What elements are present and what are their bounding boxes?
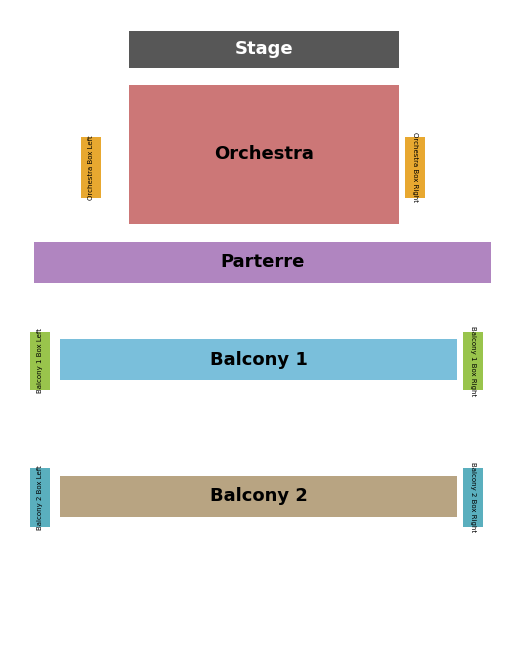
Text: Balcony 2 Box Right: Balcony 2 Box Right [470, 462, 476, 532]
Bar [129, 31, 399, 68]
Text: Orchestra Box Right: Orchestra Box Right [412, 133, 418, 202]
Bar [463, 332, 483, 390]
Text: Balcony 1 Box Left: Balcony 1 Box Left [37, 328, 44, 393]
Text: Orchestra: Orchestra [214, 146, 314, 163]
Text: Balcony 1: Balcony 1 [209, 351, 308, 369]
Text: Balcony 2 Box Left: Balcony 2 Box Left [37, 465, 44, 530]
Bar [81, 136, 101, 198]
Bar [60, 476, 457, 517]
Text: Balcony 1 Box Right: Balcony 1 Box Right [470, 326, 476, 396]
Bar [30, 468, 50, 526]
Text: Parterre: Parterre [220, 254, 304, 271]
Bar [30, 332, 50, 390]
Text: Orchestra Box Left: Orchestra Box Left [88, 135, 94, 200]
Bar [405, 136, 425, 198]
Text: Balcony 2: Balcony 2 [209, 488, 308, 505]
Bar [34, 242, 491, 283]
Bar [463, 468, 483, 526]
Bar [129, 84, 399, 224]
Text: Stage: Stage [235, 40, 293, 58]
Bar [60, 339, 457, 380]
